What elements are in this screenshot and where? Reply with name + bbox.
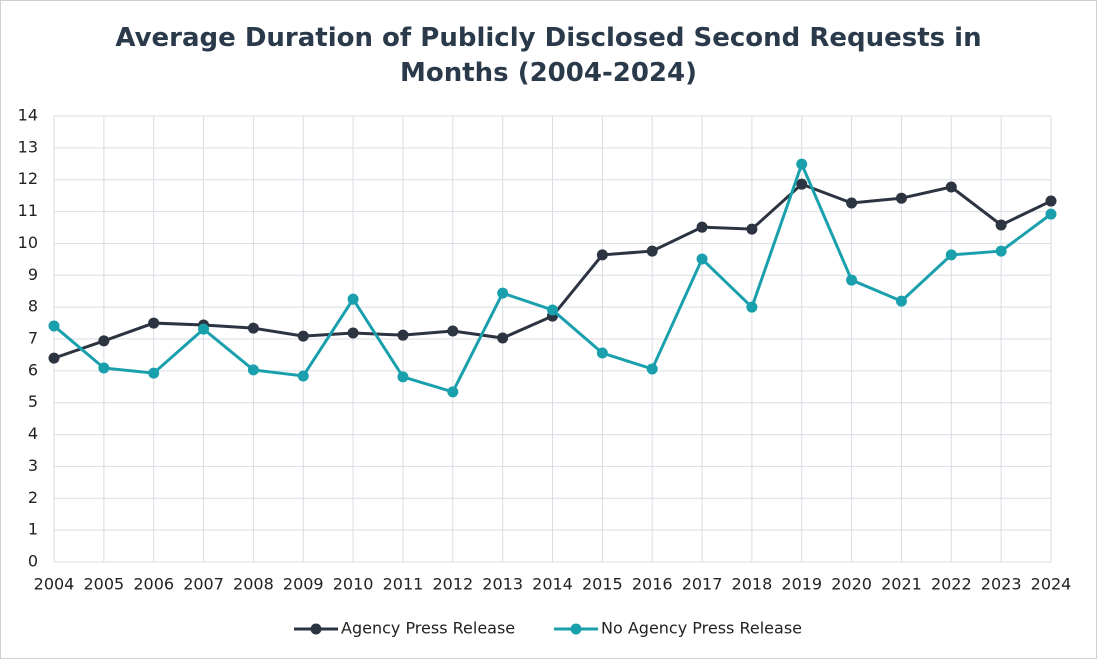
x-tick-label: 2008 [233,575,274,594]
legend-label: No Agency Press Release [601,619,802,638]
y-tick-label: 14 [18,106,38,125]
x-tick-label: 2010 [333,575,374,594]
x-tick-label: 2023 [981,575,1022,594]
data-point [98,362,110,374]
data-point [447,325,459,337]
data-point [945,181,957,193]
y-tick-label: 7 [28,329,38,348]
data-point [746,301,758,313]
x-tick-label: 2016 [632,575,673,594]
y-tick-label: 4 [28,424,38,443]
x-tick-label: 2012 [432,575,473,594]
data-point [547,304,558,316]
data-point [746,223,758,235]
data-point [696,253,708,265]
x-tick-label: 2013 [482,575,523,594]
y-tick-label: 5 [28,392,38,411]
data-point [1045,208,1057,220]
data-point [696,221,708,233]
data-point [148,317,160,329]
y-tick-label: 12 [18,169,38,188]
y-tick-label: 10 [18,233,38,252]
y-tick-label: 3 [28,456,38,475]
data-point [646,245,658,257]
x-tick-label: 2007 [183,575,224,594]
data-point [646,363,658,375]
data-point [347,293,359,305]
y-tick-label: 8 [28,297,38,316]
data-point [48,352,60,364]
y-tick-label: 1 [28,520,38,539]
y-tick-label: 9 [28,265,38,284]
data-point [148,367,160,379]
data-point [397,329,409,341]
y-tick-label: 6 [28,360,38,379]
y-tick-label: 0 [28,552,38,571]
data-point [596,347,608,359]
x-tick-label: 2015 [582,575,623,594]
data-point [895,295,907,307]
data-point [397,371,409,383]
x-tick-label: 2018 [732,575,773,594]
x-tick-label: 2011 [383,575,424,594]
data-point [596,249,608,261]
data-point [247,322,259,334]
x-tick-label: 2021 [881,575,922,594]
y-tick-label: 13 [18,137,38,156]
data-point [995,245,1007,257]
data-point [796,178,808,190]
data-point [945,249,957,261]
x-tick-label: 2024 [1031,575,1072,594]
legend-label: Agency Press Release [341,619,515,638]
x-tick-label: 2009 [283,575,324,594]
data-point [297,330,309,342]
y-tick-label: 11 [18,201,38,220]
x-tick-label: 2005 [83,575,124,594]
data-point [347,327,359,339]
y-tick-label: 2 [28,488,38,507]
data-point [995,219,1007,231]
data-point [198,323,210,335]
x-tick-label: 2022 [931,575,972,594]
chart-title: Average Duration of Publicly Disclosed S… [115,23,982,88]
legend-marker [310,623,322,635]
data-point [796,158,808,170]
data-point [48,320,60,332]
data-point [98,335,110,347]
data-point [497,332,509,344]
data-point [297,370,309,382]
data-point [1045,195,1057,207]
x-tick-label: 2004 [34,575,75,594]
legend-marker [570,623,582,635]
x-tick-label: 2019 [781,575,822,594]
x-tick-label: 2020 [831,575,872,594]
x-tick-label: 2017 [682,575,723,594]
x-tick-label: 2014 [532,575,573,594]
data-point [846,274,858,286]
x-tick-label: 2006 [133,575,174,594]
data-point [497,287,509,299]
data-point [447,386,459,398]
data-point [846,197,858,209]
data-point [895,192,907,204]
data-point [247,364,259,376]
